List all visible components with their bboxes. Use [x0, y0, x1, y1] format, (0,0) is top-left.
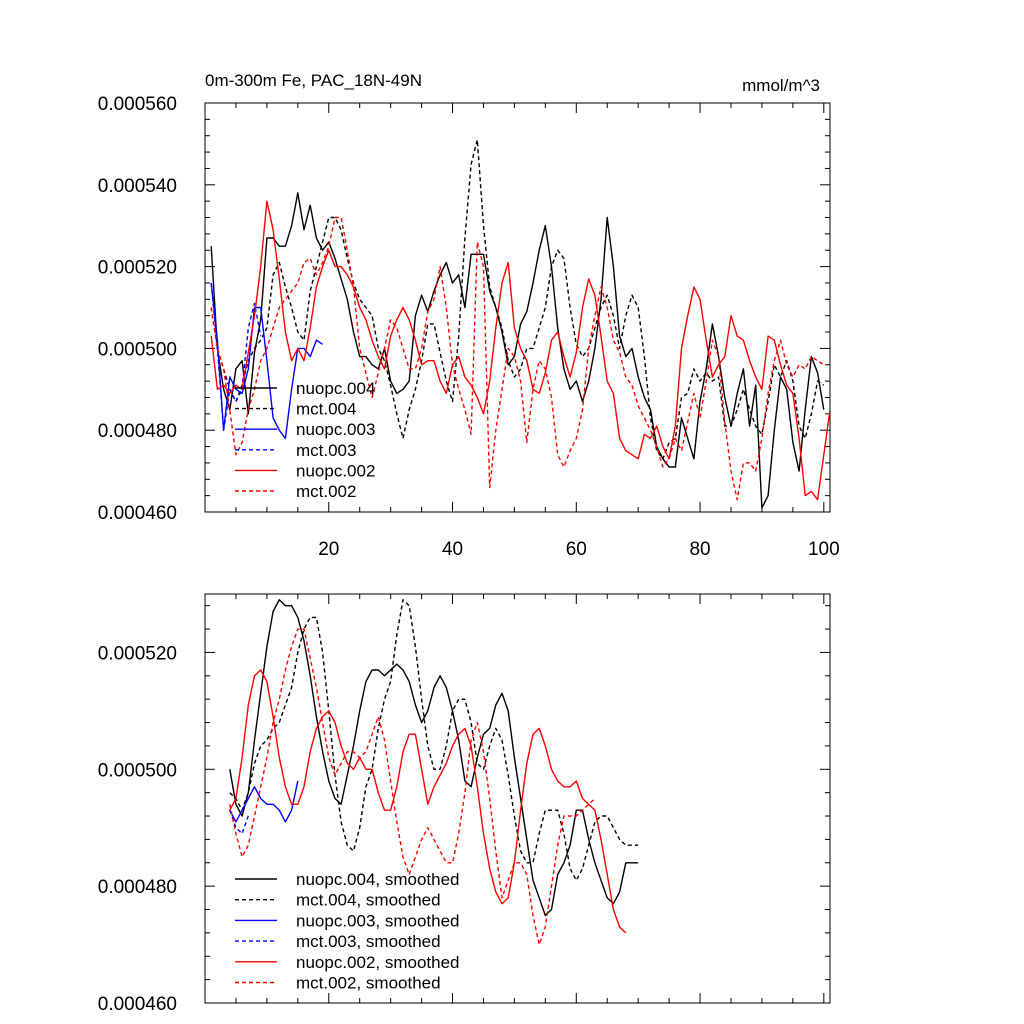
legend-label: nuopc.002, smoothed — [296, 953, 460, 972]
legend-label: nuopc.002 — [296, 461, 375, 480]
series-line-mct-004-smoothed — [229, 599, 639, 881]
legend-label: nuopc.003 — [296, 420, 375, 439]
y-tick-label: 0.000480 — [98, 877, 177, 898]
plot-frame — [204, 593, 831, 1004]
y-tick-label: 0.000500 — [98, 760, 177, 781]
legend-label: mct.004 — [296, 400, 356, 419]
legend-label: nuopc.004, smoothed — [296, 870, 460, 889]
series-group — [229, 599, 639, 946]
series-line-mct-002-smoothed — [229, 628, 596, 946]
y-tick-label: 0.000560 — [98, 94, 177, 115]
series-line-nuopc-004-smoothed — [229, 599, 639, 917]
legend-label: mct.002, smoothed — [296, 974, 441, 993]
chart-units: mmol/m^3 — [742, 76, 820, 95]
legend-label: nuopc.004 — [296, 379, 375, 398]
x-tick-label: 100 — [808, 539, 840, 560]
series-line-mct-002 — [210, 216, 825, 501]
series-line-nuopc-003 — [210, 282, 323, 440]
series-group — [210, 139, 830, 509]
series-line-nuopc-002 — [210, 200, 830, 501]
legend-label: mct.003, smoothed — [296, 932, 441, 951]
legend-label: nuopc.003, smoothed — [296, 911, 460, 930]
plot-frame — [204, 102, 831, 513]
y-tick-label: 0.000480 — [98, 421, 177, 442]
x-tick-label: 60 — [566, 539, 587, 560]
y-tick-label: 0.000460 — [98, 503, 177, 524]
y-tick-label: 0.000460 — [98, 994, 177, 1015]
y-tick-label: 0.000540 — [98, 176, 177, 197]
panel-2: 0.000460 0.000480 0.000500 0.000520 nuopc.00… — [98, 593, 831, 1015]
panel-1: 20 40 60 80 100 0.000460 0.000480 0.000500 0.000… — [98, 71, 840, 560]
series-line-nuopc-002-smoothed — [229, 669, 627, 934]
legend-label: mct.004, smoothed — [296, 891, 441, 910]
chart-title: 0m-300m Fe, PAC_18N-49N — [205, 71, 422, 90]
series-line-mct-003 — [210, 282, 262, 431]
legend-label: mct.002 — [296, 482, 356, 501]
x-tick-label: 80 — [689, 539, 710, 560]
y-tick-label: 0.000500 — [98, 339, 177, 360]
x-tick-label: 20 — [318, 539, 339, 560]
y-tick-label: 0.000520 — [98, 643, 177, 664]
series-line-nuopc-003-smoothed — [229, 780, 299, 823]
y-tick-label: 0.000520 — [98, 258, 177, 279]
x-tick-label: 40 — [442, 539, 463, 560]
legend-label: mct.003 — [296, 441, 356, 460]
